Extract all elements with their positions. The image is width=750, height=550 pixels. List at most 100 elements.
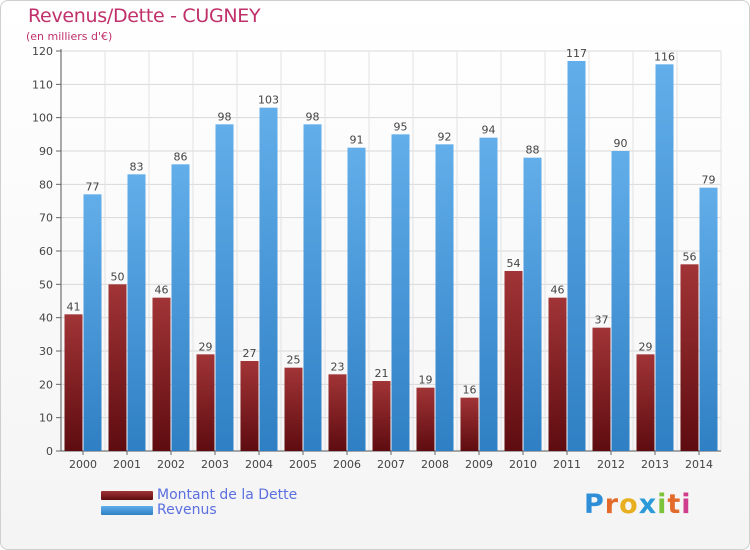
data-label-revenue: 86 [174,150,188,163]
bar-revenue [391,134,410,452]
x-tick-label: 2001 [113,458,141,471]
data-label-debt: 50 [111,270,125,283]
data-label-debt: 21 [375,367,389,380]
data-label-revenue: 83 [130,160,144,173]
y-tick-label: 0 [46,445,53,458]
bar-revenue [83,194,102,452]
bar-debt [108,284,127,451]
logo-letter: i [681,489,692,520]
legend-swatch-revenue [101,505,153,515]
bar-debt [680,264,699,451]
data-label-revenue: 90 [614,137,628,150]
bars [64,61,718,452]
x-tick-label: 2013 [641,458,669,471]
y-tick-label: 120 [32,45,53,58]
x-tick-label: 2000 [69,458,97,471]
data-label-revenue: 91 [350,134,364,147]
bar-debt [504,271,523,451]
data-labels: 41 77 50 83 46 86 29 98 27 103 25 98 23 91 21 95 19 92 16 9… [67,47,716,397]
data-label-debt: 25 [287,354,301,367]
bar-debt [240,361,259,451]
data-label-debt: 16 [463,384,477,397]
data-label-debt: 46 [155,284,169,297]
data-label-revenue: 92 [438,130,452,143]
bar-revenue [435,144,454,452]
y-tick-label: 50 [39,278,53,291]
bar-debt [152,297,171,451]
logo-letter: P [584,489,605,520]
chart-title: Revenus/Dette - CUGNEY [28,5,261,27]
bar-debt [372,381,391,451]
x-tick-label: 2006 [333,458,361,471]
bar-debt [416,387,435,451]
bar-revenue [127,174,146,452]
data-label-revenue: 88 [526,144,540,157]
bar-debt [284,367,303,451]
data-label-revenue: 79 [702,174,716,187]
bar-revenue [699,187,718,451]
logo-letter: i [657,489,668,520]
proxiti-logo: Proxiti [584,489,692,520]
x-tick-label: 2003 [201,458,229,471]
legend-label-debt: Montant de la Dette [157,487,298,503]
bar-debt [592,327,611,451]
bar-debt [328,374,347,451]
logo-letter: t [667,489,682,520]
bar-revenue [567,61,586,451]
y-tick-label: 30 [39,345,53,358]
logo-letter: o [619,489,639,520]
data-label-debt: 29 [199,340,213,353]
bar-debt [548,297,567,451]
data-label-debt: 23 [331,360,345,373]
data-label-debt: 54 [507,257,521,270]
x-tick-label: 2007 [377,458,405,471]
legend-item-revenue: Revenus [101,502,217,518]
x-tick-label: 2009 [465,458,493,471]
y-tick-label: 60 [39,245,53,258]
bar-revenue [171,164,190,452]
legend-label-revenue: Revenus [157,502,217,518]
y-tick-label: 100 [32,112,53,125]
data-label-debt: 19 [419,374,433,387]
data-label-debt: 41 [67,300,81,313]
y-tick-label: 10 [39,412,53,425]
y-tick-label: 70 [39,212,53,225]
grid-lines [60,50,722,452]
bar-debt [64,314,83,451]
data-label-revenue: 103 [258,94,279,107]
chart-subtitle: (en milliers d'€) [26,30,113,43]
data-label-revenue: 117 [566,47,587,60]
x-tick-label: 2010 [509,458,537,471]
y-tick-label: 40 [39,312,53,325]
y-tick-label: 90 [39,145,53,158]
data-label-revenue: 77 [86,180,100,193]
legend-item-debt: Montant de la Dette [101,487,297,503]
x-tick-label: 2005 [289,458,317,471]
y-tick-label: 110 [32,78,53,91]
x-tick-label: 2004 [245,458,273,471]
bar-debt [196,354,215,451]
bar-revenue [655,64,674,452]
logo-letter: x [638,489,658,520]
bar-revenue [347,147,366,451]
x-tick-label: 2014 [685,458,713,471]
x-tick-label: 2012 [597,458,625,471]
bar-debt [460,397,479,451]
data-label-revenue: 94 [482,124,496,137]
bar-revenue [523,157,542,451]
bar-revenue [611,151,630,451]
x-tick-label: 2008 [421,458,449,471]
data-label-revenue: 98 [218,110,232,123]
bar-debt [636,354,655,451]
data-label-revenue: 95 [394,120,408,133]
data-label-revenue: 98 [306,110,320,123]
x-tick-label: 2002 [157,458,185,471]
data-label-debt: 56 [683,250,697,263]
bar-revenue [259,107,278,452]
x-tick-label: 2011 [553,458,581,471]
legend-swatch-debt [101,490,153,500]
data-label-debt: 37 [595,314,609,327]
data-label-debt: 46 [551,284,565,297]
